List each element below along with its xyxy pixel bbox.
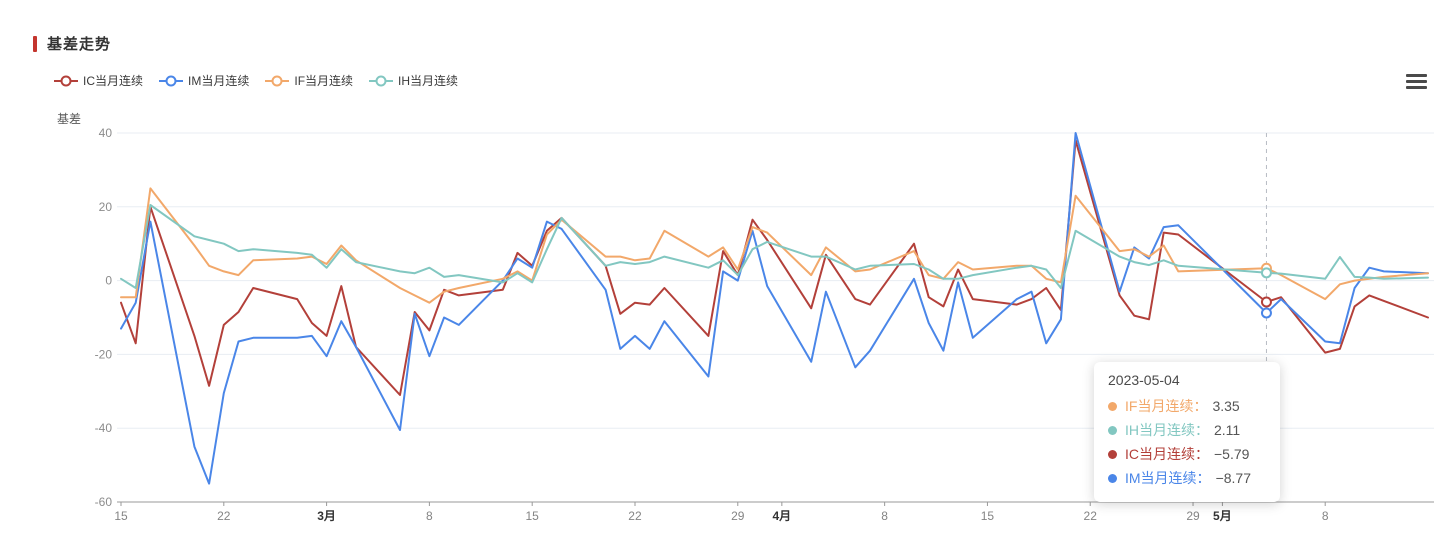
line-circle-marker-icon bbox=[369, 75, 394, 86]
tooltip-series-name: IM当月连续： bbox=[1125, 470, 1211, 486]
chart-tooltip: 2023-05-04 IF当月连续： 3.35 IH当月连续： 2.11 IC当… bbox=[1094, 362, 1280, 502]
legend-item-label: IM当月连续 bbox=[188, 74, 250, 88]
y-tick-label: 20 bbox=[99, 200, 113, 214]
y-tick-label: 0 bbox=[105, 274, 112, 288]
x-tick-label: 29 bbox=[731, 509, 745, 523]
legend-item-ic[interactable]: IC当月连续 bbox=[54, 72, 143, 89]
x-tick-label: 8 bbox=[1322, 509, 1329, 523]
legend: IC当月连续 IM当月连续 IF当月连续 IH当月连续 bbox=[54, 72, 458, 89]
legend-item-im[interactable]: IM当月连续 bbox=[159, 72, 249, 89]
tooltip-row: IM当月连续： −8.77 bbox=[1108, 466, 1266, 490]
title-accent-bar bbox=[33, 35, 37, 52]
legend-item-label: IF当月连续 bbox=[294, 74, 354, 88]
x-tick-label: 15 bbox=[114, 509, 128, 523]
chart-header: 基差走势 bbox=[33, 33, 111, 54]
tooltip-series-name: IH当月连续： bbox=[1125, 422, 1209, 438]
tooltip-series-value: 2.11 bbox=[1214, 422, 1241, 438]
series-line-3 bbox=[120, 204, 1429, 289]
line-circle-marker-icon bbox=[265, 75, 290, 86]
tooltip-row: IF当月连续： 3.35 bbox=[1108, 394, 1266, 418]
y-tick-label: -60 bbox=[95, 495, 113, 509]
x-tick-label: 8 bbox=[881, 509, 888, 523]
menu-bar bbox=[1406, 80, 1427, 83]
x-tick-label: 3月 bbox=[317, 509, 336, 523]
menu-bar bbox=[1406, 86, 1427, 89]
legend-item-ih[interactable]: IH当月连续 bbox=[369, 72, 458, 89]
series-dot-icon bbox=[1108, 425, 1117, 435]
y-axis-name: 基差 bbox=[57, 112, 81, 126]
legend-item-label: IC当月连续 bbox=[83, 74, 144, 88]
tooltip-series-name: IC当月连续： bbox=[1125, 446, 1209, 462]
tooltip-series-value: −5.79 bbox=[1214, 446, 1250, 462]
crosshair-marker-3 bbox=[1260, 267, 1272, 279]
tooltip-series-value: 3.35 bbox=[1212, 398, 1240, 414]
y-tick-label: 40 bbox=[99, 126, 113, 140]
x-tick-label: 29 bbox=[1186, 509, 1200, 523]
page-title: 基差走势 bbox=[47, 36, 112, 53]
tooltip-row: IH当月连续： 2.11 bbox=[1108, 418, 1266, 442]
line-circle-marker-icon bbox=[54, 75, 78, 86]
crosshair-marker-1 bbox=[1260, 307, 1272, 319]
tooltip-series-value: −8.77 bbox=[1215, 470, 1251, 486]
menu-bar bbox=[1406, 74, 1427, 77]
tooltip-date: 2023-05-04 bbox=[1108, 372, 1180, 388]
series-line-0 bbox=[120, 139, 1429, 396]
tooltip-row: IC当月连续： −5.79 bbox=[1108, 442, 1266, 466]
x-tick-label: 22 bbox=[1084, 509, 1098, 523]
hamburger-menu-icon[interactable] bbox=[1406, 71, 1427, 92]
x-tick-label: 22 bbox=[217, 509, 231, 523]
legend-item-label: IH当月连续 bbox=[398, 74, 459, 88]
series-line-2 bbox=[120, 187, 1429, 304]
crosshair-marker-0 bbox=[1260, 296, 1272, 308]
legend-item-if[interactable]: IF当月连续 bbox=[265, 72, 353, 89]
x-tick-label: 22 bbox=[628, 509, 642, 523]
series-line-1 bbox=[120, 132, 1429, 485]
x-tick-label: 5月 bbox=[1213, 509, 1232, 523]
series-dot-icon bbox=[1108, 401, 1117, 411]
y-tick-label: -40 bbox=[95, 421, 113, 435]
x-tick-label: 15 bbox=[981, 509, 995, 523]
line-circle-marker-icon bbox=[159, 75, 184, 86]
x-tick-label: 4月 bbox=[772, 509, 791, 523]
y-tick-label: -20 bbox=[95, 347, 113, 361]
series-dot-icon bbox=[1108, 473, 1117, 483]
series-dot-icon bbox=[1108, 449, 1117, 459]
tooltip-series-name: IF当月连续： bbox=[1125, 398, 1208, 414]
x-tick-label: 15 bbox=[526, 509, 540, 523]
x-tick-label: 8 bbox=[426, 509, 433, 523]
